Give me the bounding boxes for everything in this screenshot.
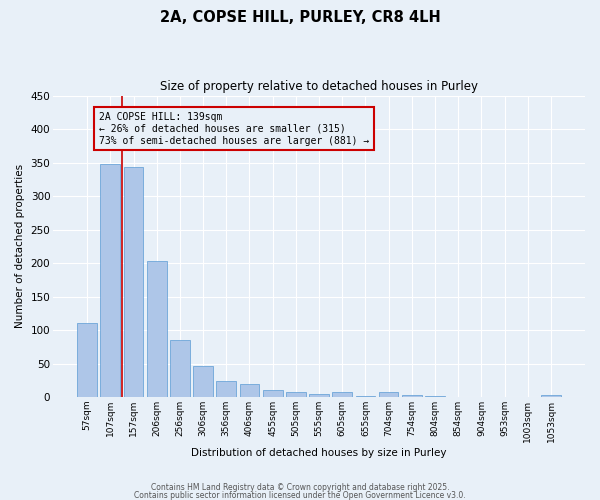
Bar	[217, 381, 236, 397]
Title: Size of property relative to detached houses in Purley: Size of property relative to detached ho…	[160, 80, 478, 93]
Bar	[402, 395, 422, 397]
Text: 2A, COPSE HILL, PURLEY, CR8 4LH: 2A, COPSE HILL, PURLEY, CR8 4LH	[160, 10, 440, 25]
Bar	[77, 324, 97, 397]
Bar	[425, 396, 445, 397]
Text: Contains HM Land Registry data © Crown copyright and database right 2025.: Contains HM Land Registry data © Crown c…	[151, 484, 449, 492]
Bar	[541, 395, 561, 397]
Bar	[170, 340, 190, 397]
Bar	[332, 392, 352, 397]
Y-axis label: Number of detached properties: Number of detached properties	[15, 164, 25, 328]
X-axis label: Distribution of detached houses by size in Purley: Distribution of detached houses by size …	[191, 448, 447, 458]
Bar	[379, 392, 398, 397]
Bar	[193, 366, 213, 397]
Bar	[286, 392, 306, 397]
Bar	[356, 396, 375, 397]
Bar	[239, 384, 259, 397]
Text: 2A COPSE HILL: 139sqm
← 26% of detached houses are smaller (315)
73% of semi-det: 2A COPSE HILL: 139sqm ← 26% of detached …	[99, 112, 370, 146]
Bar	[124, 167, 143, 397]
Text: Contains public sector information licensed under the Open Government Licence v3: Contains public sector information licen…	[134, 491, 466, 500]
Bar	[147, 261, 167, 397]
Bar	[309, 394, 329, 397]
Bar	[100, 164, 120, 397]
Bar	[263, 390, 283, 397]
